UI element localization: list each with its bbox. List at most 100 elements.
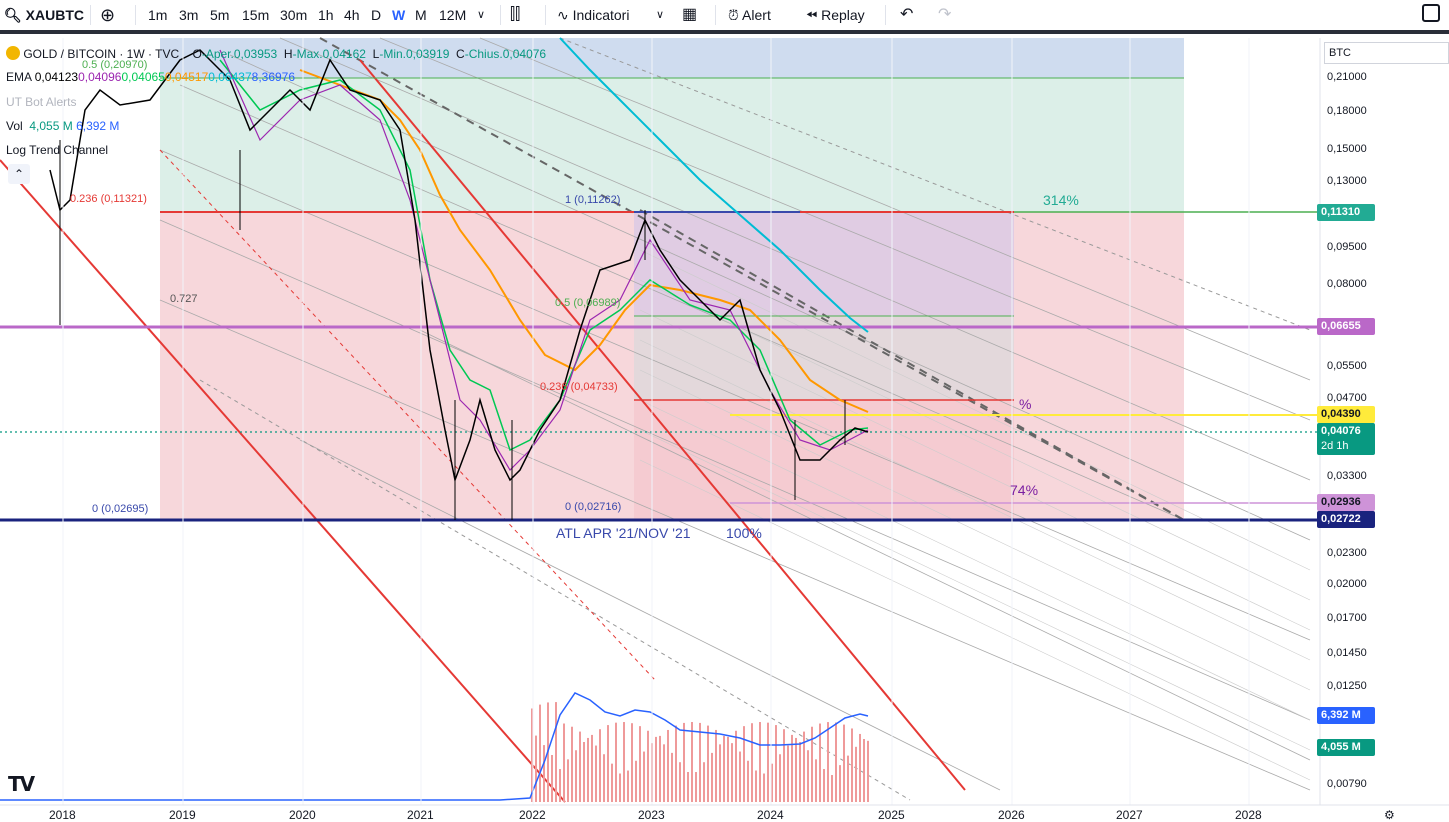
time-tick: 2023 (638, 808, 665, 822)
ema-value: 0,04123 (34, 70, 79, 84)
interval-3m[interactable]: 3m (179, 7, 199, 23)
redo-icon[interactable]: ↷ (938, 6, 952, 23)
time-tick: 2024 (757, 808, 784, 822)
replay-button[interactable]: ⏪︎ Replay (806, 7, 865, 23)
indicators-button[interactable]: ∿ Indicatori (557, 7, 630, 23)
tradingview-logo-icon: TV (8, 772, 35, 796)
ema-value: 0,04517 (164, 70, 209, 84)
price-label: 0,06655 (1317, 318, 1375, 335)
fib-label: 0.5 (0,06989) (555, 297, 621, 309)
atl-label: ATL APR '21/NOV '21 (556, 525, 691, 541)
alarm-clock-icon: ⏰︎ (728, 7, 739, 23)
ohlc-close: -Chius.0,04076 (464, 47, 547, 61)
interval-4h[interactable]: 4h (344, 7, 360, 23)
legend-ltc-row[interactable]: Log Trend Channel (6, 143, 109, 157)
vol-value: 4,055 M (29, 119, 73, 133)
price-tick: 0,13000 (1327, 175, 1367, 187)
legend-title: GOLD / BITCOIN · 1W · TVC (23, 47, 180, 61)
chart-canvas[interactable] (0, 34, 1449, 820)
fib-label: 0.236 (0,11321) (70, 193, 147, 205)
fib-label: 0.727 (170, 293, 198, 305)
chevron-down-icon[interactable]: ∨ (477, 9, 486, 21)
price-tick: 0,04700 (1327, 392, 1367, 404)
volume-ma-line (0, 692, 869, 801)
time-tick: 2028 (1235, 808, 1262, 822)
interval-30m[interactable]: 30m (280, 7, 308, 23)
interval-1m[interactable]: 1m (148, 7, 168, 23)
bar-countdown: 2d 1h (1321, 440, 1349, 452)
symbol-search[interactable]: 🔍︎ XAUBTC (4, 7, 85, 23)
ohlc-open-label: O (192, 47, 202, 61)
interval-12m[interactable]: 12M (439, 7, 467, 23)
pct-label: 100% (726, 525, 762, 541)
interval-m[interactable]: M (415, 7, 427, 23)
price-tick: 0,00790 (1327, 778, 1367, 790)
top-blue-zone (160, 38, 1184, 78)
vol-label: Vol (6, 119, 23, 133)
divider (715, 5, 716, 25)
top-toolbar: 🔍︎ XAUBTC ⊕ 1m 3m 5m 15m 30m 1h 4h D W M… (0, 0, 1449, 34)
price-tick: 0,21000 (1327, 71, 1367, 83)
vol-ma-value: 6,392 M (76, 119, 120, 133)
ema-cyan-line (559, 37, 869, 333)
price-label: 0,04390 (1317, 406, 1375, 423)
measure-zone-red (634, 400, 1014, 520)
rewind-icon: ⏪︎ (806, 7, 818, 23)
interval-1h[interactable]: 1h (318, 7, 334, 23)
red-trendline (0, 159, 566, 803)
indicators-icon: ∿ (557, 7, 569, 23)
price-tick: 0,01250 (1327, 680, 1367, 692)
price-tick: 0,03300 (1327, 470, 1367, 482)
dashed-upper (559, 37, 1311, 331)
price-tick: 0,18000 (1327, 105, 1367, 117)
price-tick: 0,05500 (1327, 360, 1367, 372)
collapse-legend-icon[interactable]: ⌃ (8, 164, 30, 184)
price-tick: 0,09500 (1327, 241, 1367, 253)
legend-ema-row[interactable]: EMA 0,041230,040960,040650,045170,064378… (6, 70, 295, 84)
interval-w[interactable]: W (392, 7, 406, 23)
compare-add-icon[interactable]: ⊕ (100, 5, 116, 25)
ema-value: 0,06437 (208, 70, 252, 84)
ema-orange-line (299, 69, 869, 413)
time-tick: 2027 (1116, 808, 1143, 822)
fib-label: 1 (0,11262) (565, 194, 621, 206)
ema-value: 0,04065 (121, 70, 165, 84)
price-line (49, 49, 869, 483)
time-tick: 2019 (169, 808, 196, 822)
chevron-down-icon[interactable]: ∨ (656, 9, 665, 21)
interval-15m[interactable]: 15m (242, 7, 270, 23)
candle-wicks (59, 140, 846, 520)
divider (90, 5, 91, 25)
dashed-trendline (639, 209, 1185, 521)
undo-icon[interactable]: ↶ (900, 6, 914, 23)
layouts-grid-icon[interactable]: ▦ (682, 6, 698, 23)
price-label: 6,392 M (1317, 707, 1375, 724)
settings-gear-icon[interactable]: ⚙︎ (1384, 808, 1395, 822)
price-tick: 0,01450 (1327, 647, 1367, 659)
price-tick: 0,02300 (1327, 547, 1367, 559)
interval-d[interactable]: D (371, 7, 382, 23)
ema-value: 0,04096 (78, 70, 122, 84)
interval-5m[interactable]: 5m (210, 7, 230, 23)
last-price-label: 0,04076 2d 1h (1317, 423, 1375, 455)
fib-label: 0.5 (0,20970) (82, 59, 148, 71)
divider (885, 5, 886, 25)
price-tick: 0,02000 (1327, 578, 1367, 590)
legend-vol-row[interactable]: Vol 4,055 M 6,392 M (6, 119, 119, 133)
legend-title-row: GOLD / BITCOIN · 1W · TVC O-Aper.0,03953… (6, 46, 546, 61)
channel-grid (639, 249, 1311, 781)
fullscreen-icon[interactable] (1422, 4, 1440, 22)
candles-icon[interactable]: ⫿⫿ (510, 6, 521, 23)
currency-selector[interactable]: BTC (1324, 42, 1449, 64)
chart-area[interactable] (0, 34, 1449, 820)
pct-label: 74% (1010, 482, 1039, 498)
ohlc-close-label: C (456, 47, 465, 61)
price-label: 0,02722 (1317, 511, 1375, 528)
ohlc-open: -Aper.0,03953 (201, 47, 278, 61)
search-icon: 🔍︎ (4, 7, 22, 23)
alert-button[interactable]: ⏰︎ Alert (728, 7, 771, 23)
log-trend-channel (159, 37, 1311, 791)
ohlc-low-label: L (372, 47, 380, 61)
red-dashed (159, 149, 656, 681)
legend-ut-row[interactable]: UT Bot Alerts (6, 95, 77, 109)
